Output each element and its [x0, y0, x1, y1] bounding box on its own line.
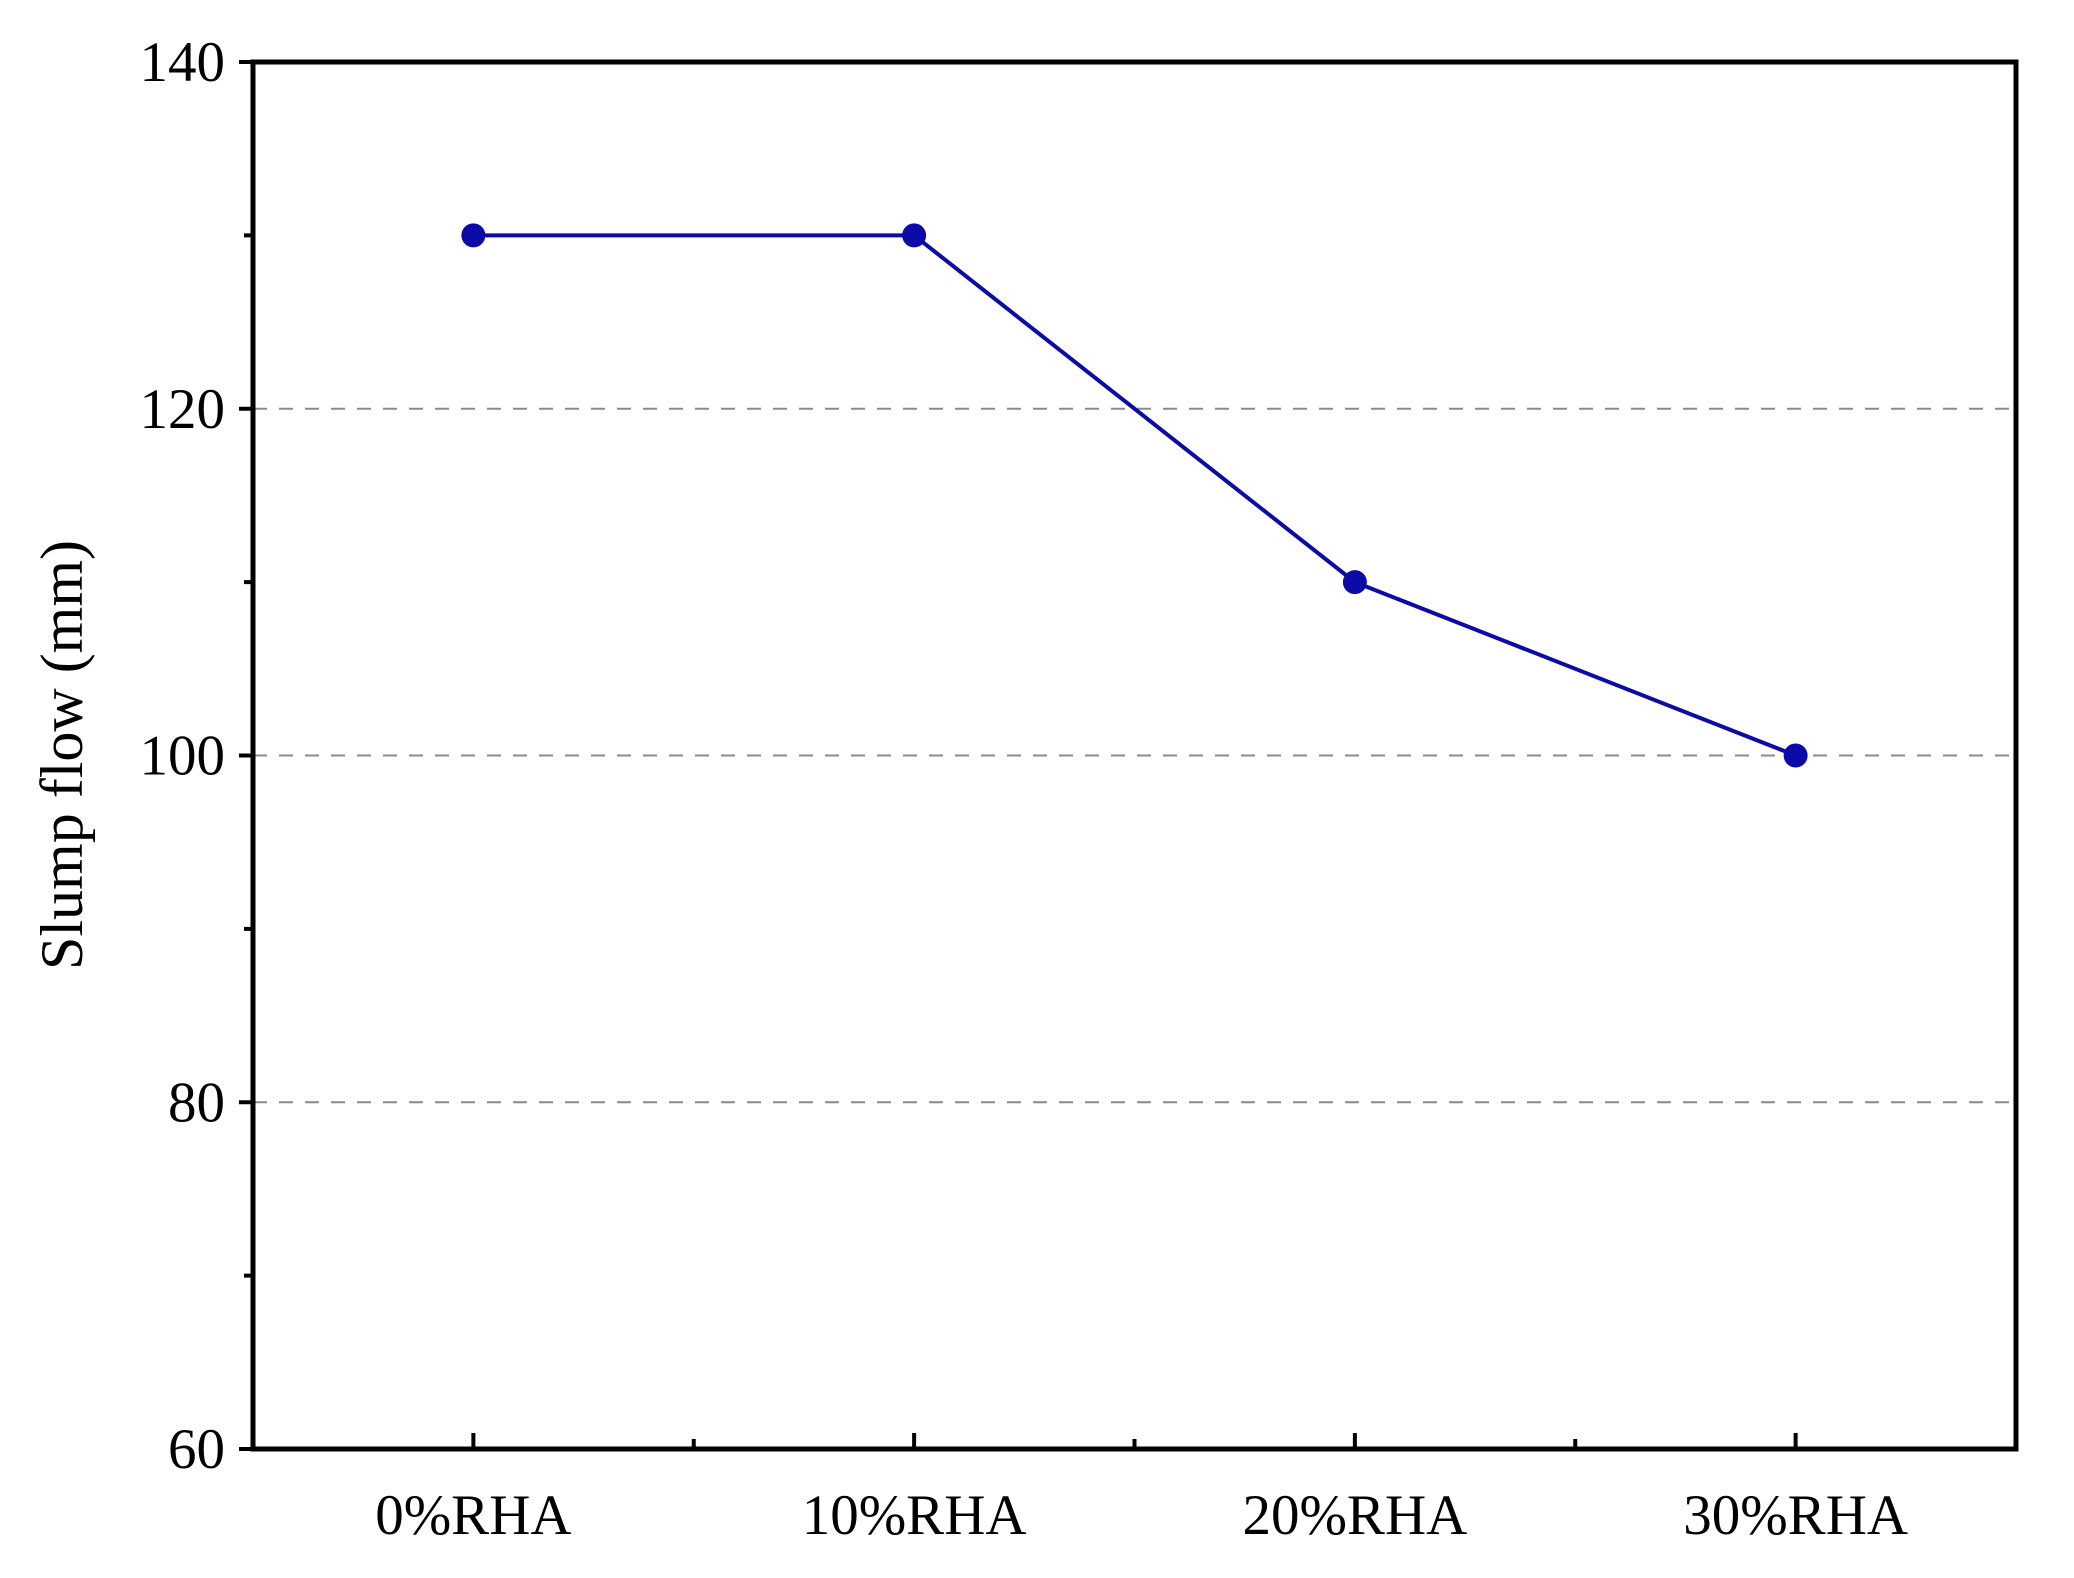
x-axis: 0%RHA 10%RHA 20%RHA 30%RHA [375, 1433, 1908, 1547]
data-point-30%RHA [1783, 743, 1808, 768]
data-point-0%RHA [461, 223, 486, 248]
data-point-10%RHA [902, 223, 927, 248]
series-layer [461, 223, 1808, 768]
y-tick-label: 100 [140, 725, 226, 788]
y-tick-label: 60 [168, 1418, 225, 1481]
x-tick-label: 10%RHA [802, 1484, 1027, 1547]
grid-lines [253, 407, 2016, 1104]
y-axis: 60 80 100 120 140 [140, 31, 253, 1481]
y-tick-label: 140 [140, 31, 226, 94]
y-tick-label: 80 [168, 1071, 225, 1134]
x-tick-label: 20%RHA [1242, 1484, 1467, 1547]
series-line-0 [473, 233, 1797, 758]
y-axis-title: Slump flow (mm) [29, 540, 95, 970]
x-tick-label: 30%RHA [1683, 1484, 1908, 1547]
data-point-20%RHA [1342, 570, 1367, 595]
x-tick-label: 0%RHA [375, 1484, 571, 1547]
y-tick-label: 120 [140, 378, 226, 441]
